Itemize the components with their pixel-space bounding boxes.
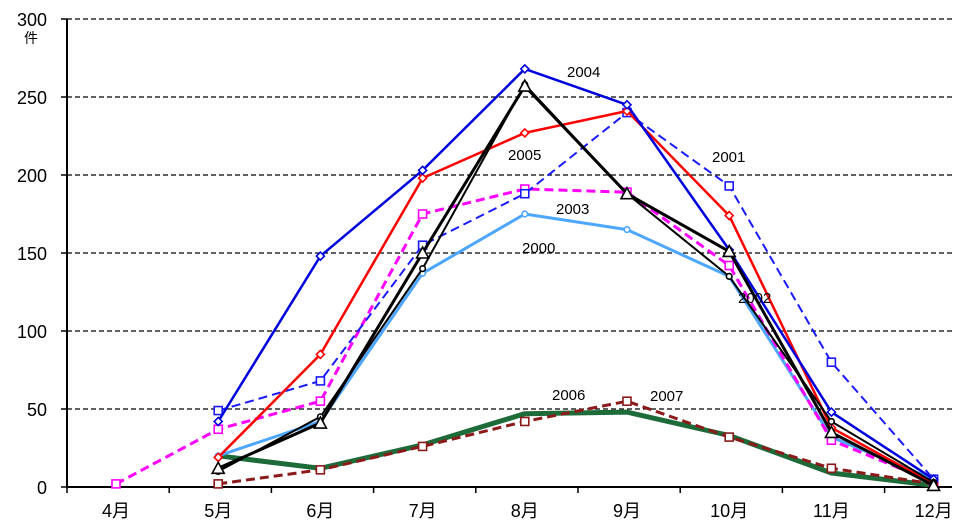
data-point-extra-0-5: [619, 186, 635, 200]
data-point-2003-3: [417, 209, 428, 219]
data-point-2007-6: [724, 432, 735, 442]
data-point-2003-2: [315, 396, 326, 407]
series-line-extra-0: [217, 84, 935, 487]
data-point-2001-2: [315, 376, 326, 386]
series-label-2002: 2002: [738, 290, 771, 307]
data-point-extra-0-3: [415, 245, 430, 259]
y-tick-label-300: 300: [17, 10, 47, 30]
data-point-2004-2: [315, 250, 326, 262]
y-tick-label-100: 100: [17, 322, 47, 342]
data-point-2004-5: [621, 99, 633, 110]
data-point-extra-0-1: [210, 460, 226, 475]
data-point-2002-7: [827, 417, 836, 426]
data-point-2005-4: [519, 127, 530, 139]
data-point-2002-3: [419, 265, 427, 273]
data-point-2001-1: [213, 405, 223, 416]
series-label-2005: 2005: [508, 147, 541, 164]
data-point-extra-0-2: [313, 415, 328, 429]
series-label-2007: 2007: [650, 388, 683, 405]
series-label-2006: 2006: [552, 387, 585, 404]
data-point-2003-0: [111, 479, 121, 489]
y-unit-label: 件: [24, 30, 38, 46]
series-line-2001: [217, 111, 935, 480]
series-line-2003: [115, 187, 935, 486]
series-label-2001: 2001: [712, 149, 745, 166]
x-tick-label-4: 8月: [511, 501, 539, 521]
data-point-2000-5: [623, 226, 631, 234]
x-tick-label-7: 11月: [813, 501, 850, 521]
data-point-2001-7: [826, 357, 837, 368]
data-point-2004-7: [826, 406, 837, 418]
axis-layer: 0 50 100 150 200 250 300 4月 5月 6月 7月 8月 9月 10月 11月 12月: [17, 10, 953, 521]
series-label-2004: 2004: [567, 64, 600, 81]
x-tick-label-5: 9月: [613, 501, 641, 521]
y-tick-label-50: 50: [27, 400, 47, 420]
x-tick-label-3: 7月: [409, 501, 437, 521]
data-point-2004-4: [519, 63, 530, 75]
data-point-2004-1: [213, 416, 224, 427]
data-point-2000-4: [521, 210, 529, 218]
x-tick-label-8: 12月: [915, 501, 953, 521]
x-tick-label-6: 10月: [710, 501, 748, 521]
data-point-2007-5: [622, 396, 632, 407]
data-point-2005-6: [724, 210, 735, 221]
data-point-2007-4: [519, 416, 530, 427]
data-point-extra-0-8: [926, 477, 941, 492]
data-point-2002-6: [725, 272, 733, 281]
y-tick-label-250: 250: [17, 88, 47, 108]
y-tick-label-150: 150: [17, 244, 47, 264]
series-label-2003: 2003: [556, 201, 589, 218]
series-line-2004: [217, 67, 935, 481]
series-label-2000: 2000: [522, 240, 555, 257]
series-layer: [111, 63, 941, 492]
x-tick-label-0: 4月: [102, 501, 130, 521]
y-tick-label-200: 200: [17, 166, 47, 186]
data-point-extra-0-7: [824, 424, 839, 439]
data-point-2005-2: [315, 349, 326, 360]
x-tick-label-2: 6月: [306, 501, 334, 521]
data-point-2007-1: [213, 479, 223, 489]
data-point-2007-7: [826, 463, 837, 474]
data-point-2001-6: [724, 181, 735, 191]
data-point-2007-2: [315, 465, 326, 475]
data-point-2004-3: [417, 165, 428, 176]
series-line-2007: [217, 399, 934, 486]
data-point-extra-0-4: [517, 78, 533, 92]
data-point-2001-4: [519, 188, 530, 199]
data-point-2005-3: [417, 172, 428, 184]
data-point-extra-0-6: [721, 243, 737, 258]
data-point-2007-3: [417, 441, 428, 452]
grid-layer: [67, 18, 952, 410]
data-point-2003-6: [724, 260, 735, 271]
x-tick-label-1: 5月: [204, 501, 232, 521]
label-layer: 件 2000 2001 2002 2003 2004 2005 2006 2007: [24, 30, 771, 405]
series-line-2005: [217, 109, 935, 485]
y-tick-label-0: 0: [37, 478, 47, 498]
